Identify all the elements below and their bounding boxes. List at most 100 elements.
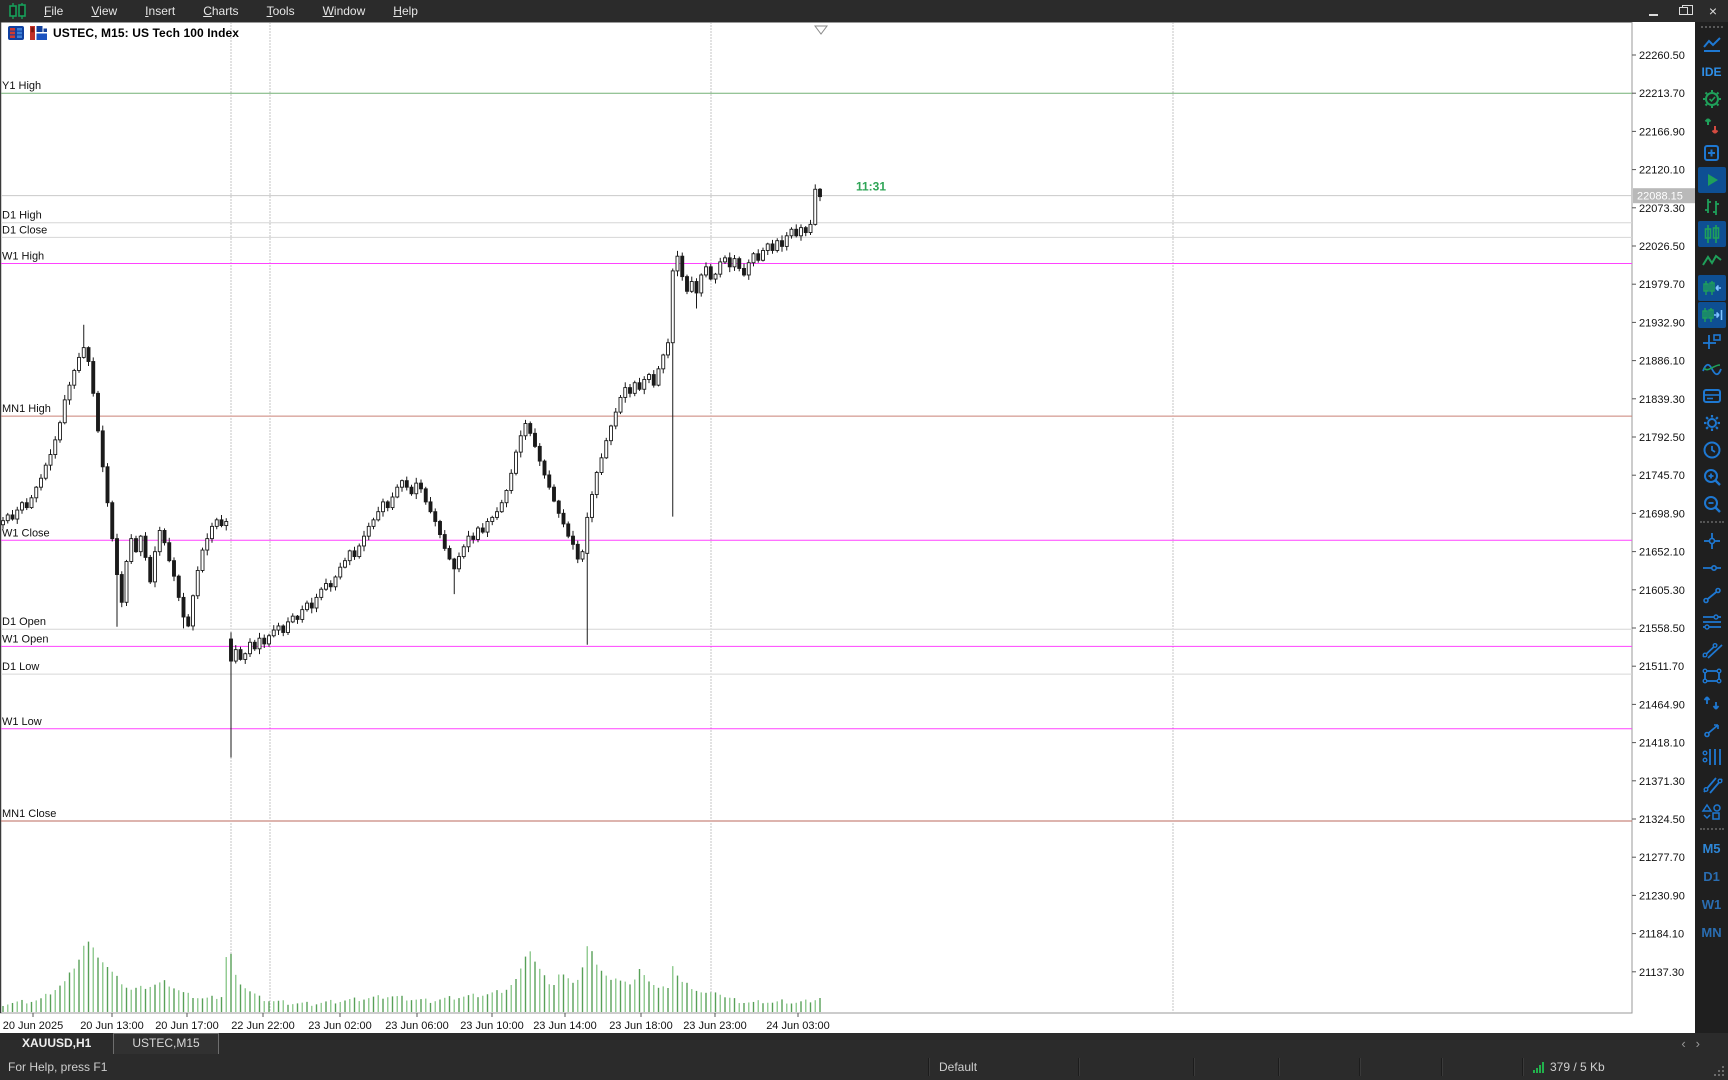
geometric-shapes-icon[interactable] — [1698, 798, 1726, 824]
price-axis-label: 21230.90 — [1639, 890, 1685, 902]
price-axis-label: 21511.70 — [1639, 661, 1684, 673]
level-label: D1 High — [2, 210, 42, 222]
price-axis-label: 21418.10 — [1639, 738, 1685, 750]
period-level-lines: Y1 High D1 High D1 Close W1 High MN1 High W1 … — [1, 80, 1632, 822]
restore-button[interactable] — [1668, 0, 1698, 22]
tab-scroll-left-icon[interactable]: ‹ — [1681, 1036, 1686, 1051]
new-order-icon[interactable] — [1698, 140, 1726, 166]
bid-price-badge: 22088.15 — [1633, 188, 1695, 204]
chart-tab-strip: XAUUSD,H1 USTEC,M15 ‹ › — [0, 1033, 1728, 1054]
quotes-chart-icon[interactable] — [1698, 32, 1726, 58]
channel-icon[interactable] — [1698, 636, 1726, 662]
menu-window[interactable]: Window — [322, 4, 366, 18]
fibonacci-icon[interactable] — [1698, 744, 1726, 770]
zoom-out-icon[interactable] — [1698, 491, 1726, 517]
menu-tools[interactable]: Tools — [266, 4, 295, 18]
equidistant-channel-icon[interactable] — [1698, 609, 1726, 635]
minimize-button[interactable] — [1638, 0, 1668, 22]
menu-items: File View Insert Charts Tools Window Help — [30, 0, 432, 22]
settings-gear-icon[interactable] — [1698, 410, 1726, 436]
plot-border — [0, 22, 1633, 1014]
price-axis-label: 21839.30 — [1639, 394, 1685, 406]
menu-insert[interactable]: Insert — [145, 4, 176, 18]
autotrade-play-icon[interactable] — [1697, 166, 1726, 193]
chart-canvas[interactable]: Y1 High D1 High D1 Close W1 High MN1 High W1 … — [0, 22, 1695, 1033]
time-axis-label: 20 Jun 13:00 — [80, 1020, 144, 1032]
price-axis-label: 21137.30 — [1639, 967, 1684, 979]
status-cell-empty — [1078, 1058, 1193, 1076]
menu-view[interactable]: View — [91, 4, 118, 18]
price-axis-label: 21652.10 — [1639, 547, 1685, 559]
chart-window-icon — [30, 26, 47, 40]
price-axis[interactable]: 22260.50 22213.70 22166.90 22120.10 22073.30… — [1632, 50, 1685, 979]
period-button-m5[interactable]: M5 — [1702, 840, 1721, 856]
time-axis-label: 20 Jun 2025 — [3, 1020, 64, 1032]
price-axis-label: 21979.70 — [1639, 279, 1685, 291]
price-axis-label: 21277.70 — [1639, 852, 1685, 864]
price-axis-label: 21324.50 — [1639, 814, 1685, 826]
indicators-icon[interactable] — [1698, 356, 1726, 382]
rectangle-shape-icon[interactable] — [1698, 663, 1726, 689]
crosshair-data-icon[interactable] — [1698, 329, 1726, 355]
time-axis-label: 23 Jun 02:00 — [308, 1020, 372, 1032]
status-cell-empty — [1193, 1058, 1278, 1076]
candlestick-type-icon[interactable] — [1697, 220, 1726, 247]
depth-of-market-icon — [8, 26, 24, 40]
level-label: W1 High — [2, 251, 44, 263]
ide-icon[interactable]: IDE — [1701, 64, 1722, 79]
resize-grip[interactable] — [1694, 1054, 1728, 1080]
chart-title-bar: USTEC, M15: US Tech 100 Index — [8, 26, 239, 40]
horizontal-line-icon[interactable] — [1698, 555, 1726, 581]
status-cell-empty — [1441, 1058, 1522, 1076]
bar-chart-type-icon[interactable] — [1698, 194, 1726, 220]
algo-trading-icon[interactable] — [1698, 86, 1726, 112]
auto-scroll-icon[interactable] — [1697, 274, 1726, 301]
chart-window[interactable]: USTEC, M15: US Tech 100 Index Y1 High D1 … — [0, 22, 1695, 1033]
status-cell-empty — [1359, 1058, 1441, 1076]
trendline-angle-icon[interactable] — [1698, 717, 1726, 743]
price-axis-label: 22213.70 — [1639, 88, 1685, 100]
chart-shift-marker[interactable] — [814, 25, 828, 35]
period-button-mn[interactable]: MN — [1701, 924, 1722, 940]
level-label: D1 Close — [2, 224, 47, 236]
menu-bar: File View Insert Charts Tools Window Help × — [0, 0, 1728, 22]
sidebar-drag-handle[interactable] — [1700, 26, 1723, 28]
menu-help[interactable]: Help — [393, 4, 418, 18]
price-axis-label: 22073.30 — [1639, 203, 1685, 215]
tab-scroll-right-icon[interactable]: › — [1695, 1036, 1700, 1051]
buy-sell-arrows-icon[interactable] — [1698, 113, 1726, 139]
status-bar: For Help, press F1 Default 379 / 5 Kb — [0, 1054, 1728, 1080]
price-axis-label: 21371.30 — [1639, 776, 1685, 788]
sidebar-separator — [1699, 521, 1724, 523]
close-button[interactable]: × — [1708, 3, 1718, 19]
chart-shift-icon[interactable] — [1697, 301, 1726, 328]
level-label: D1 Open — [2, 616, 46, 628]
tab-xauusd-h1[interactable]: XAUUSD,H1 — [22, 1036, 92, 1050]
price-axis-label: 21792.50 — [1639, 432, 1685, 444]
time-axis-label: 20 Jun 17:00 — [155, 1020, 219, 1032]
tab-ustec-m15[interactable]: USTEC,M15 — [113, 1033, 219, 1054]
price-axis-label: 21745.70 — [1639, 470, 1685, 482]
menu-charts[interactable]: Charts — [203, 4, 239, 18]
time-axis-label: 23 Jun 06:00 — [385, 1020, 449, 1032]
price-axis-label: 21698.90 — [1639, 508, 1685, 520]
arrow-marks-icon[interactable] — [1698, 690, 1726, 716]
time-axis[interactable]: 20 Jun 2025 20 Jun 13:00 20 Jun 17:00 22 Ju… — [3, 1013, 830, 1032]
price-axis-label: 21932.90 — [1639, 317, 1685, 329]
crosshair-icon[interactable] — [1698, 528, 1726, 554]
status-profile[interactable]: Default — [928, 1058, 1078, 1076]
menu-file[interactable]: File — [44, 4, 64, 18]
period-button-w1[interactable]: W1 — [1701, 896, 1722, 912]
zoom-in-icon[interactable] — [1698, 464, 1726, 490]
status-connection: 379 / 5 Kb — [1522, 1058, 1694, 1076]
level-label: W1 Low — [2, 716, 42, 728]
parallel-lines-icon[interactable] — [1698, 771, 1726, 797]
price-axis-label: 21886.10 — [1639, 356, 1685, 368]
clock-icon[interactable] — [1698, 437, 1726, 463]
connection-traffic: 379 / 5 Kb — [1550, 1060, 1605, 1074]
objects-panel-icon[interactable] — [1698, 383, 1726, 409]
trendline-icon[interactable] — [1698, 582, 1726, 608]
day-separators — [230, 22, 1174, 1013]
period-button-d1[interactable]: D1 — [1703, 868, 1720, 884]
line-chart-type-icon[interactable] — [1698, 248, 1726, 274]
